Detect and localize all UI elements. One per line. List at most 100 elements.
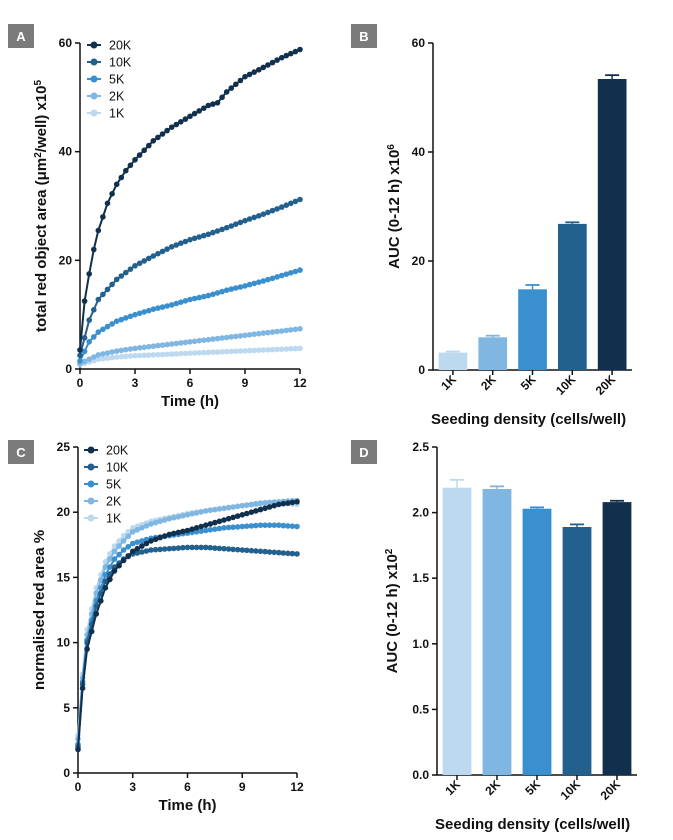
data-point-2K <box>161 517 168 523</box>
y-tick-label-D: 1.0 <box>412 637 429 651</box>
data-point-2K <box>118 347 125 354</box>
data-point-5K <box>242 283 248 289</box>
data-point-2K <box>210 336 216 342</box>
data-point-2K <box>143 523 150 529</box>
data-point-20K <box>242 73 248 80</box>
data-point-20K <box>205 102 212 109</box>
data-point-20K <box>214 100 221 106</box>
data-point-1K <box>159 351 166 358</box>
data-point-20K <box>266 504 273 510</box>
data-point-20K <box>274 57 280 63</box>
data-point-10K <box>168 244 175 250</box>
data-point-10K <box>207 544 214 551</box>
data-point-10K <box>228 223 235 229</box>
data-point-20K <box>246 71 253 78</box>
data-point-5K <box>107 564 113 570</box>
data-point-20K <box>253 508 259 514</box>
data-point-1K <box>255 347 262 354</box>
data-point-2K <box>171 514 177 521</box>
data-point-2K <box>297 326 303 332</box>
data-point-1K <box>150 352 157 358</box>
data-point-5K <box>155 305 161 311</box>
data-point-1K <box>223 348 230 355</box>
data-point-10K <box>274 206 280 212</box>
data-point-2K <box>187 339 193 345</box>
data-point-10K <box>233 221 239 227</box>
data-point-2K <box>125 533 131 540</box>
data-point-10K <box>266 549 273 555</box>
data-point-2K <box>166 515 173 522</box>
data-point-10K <box>230 546 236 553</box>
legend-marker-5K <box>87 480 95 488</box>
data-point-10K <box>127 266 134 273</box>
data-point-10K <box>173 242 180 248</box>
data-point-20K <box>230 514 236 521</box>
data-point-2K <box>248 501 255 508</box>
data-point-20K <box>136 152 143 158</box>
data-point-20K <box>191 110 198 117</box>
data-point-5K <box>237 284 244 290</box>
data-point-5K <box>100 326 106 333</box>
data-point-10K <box>237 219 244 226</box>
data-point-20K <box>198 523 204 530</box>
data-point-10K <box>180 544 186 551</box>
data-point-20K <box>75 746 81 753</box>
data-point-20K <box>155 134 161 141</box>
data-point-10K <box>189 544 195 551</box>
data-point-5K <box>139 538 145 544</box>
data-point-2K <box>225 504 232 511</box>
data-point-20K <box>288 50 294 57</box>
y-tick-label-B: 0 <box>418 363 425 377</box>
data-point-2K <box>230 504 236 510</box>
data-point-10K <box>257 548 264 555</box>
data-point-1K <box>242 348 248 354</box>
data-point-10K <box>157 546 163 553</box>
y-tick-label-A: 0 <box>65 362 72 376</box>
y-tick-label-C: 0 <box>63 766 70 780</box>
data-point-10K <box>223 224 230 231</box>
x-tick-label-A: 6 <box>187 376 194 390</box>
data-point-5K <box>91 334 97 340</box>
data-point-10K <box>239 547 246 553</box>
data-point-5K <box>125 544 131 550</box>
data-point-5K <box>205 292 212 299</box>
data-point-1K <box>233 348 239 355</box>
data-point-10K <box>155 250 161 257</box>
data-point-2K <box>260 330 267 336</box>
data-point-10K <box>265 209 271 216</box>
data-point-20K <box>257 506 264 513</box>
data-point-2K <box>212 506 218 513</box>
data-point-5K <box>266 522 273 528</box>
data-point-5K <box>216 525 223 532</box>
x-tick-label-C: 12 <box>290 780 304 794</box>
data-point-20K <box>239 512 246 518</box>
data-point-20K <box>104 200 111 207</box>
data-point-10K <box>152 546 159 553</box>
data-point-5K <box>297 267 303 273</box>
data-point-2K <box>157 518 163 525</box>
data-point-2K <box>198 509 204 515</box>
y-axis-label-A: total red object area (μm2/well) x105 <box>33 80 51 333</box>
data-point-5K <box>228 286 235 292</box>
data-point-20K <box>130 548 136 555</box>
x-axis-label-C: Time (h) <box>158 797 216 814</box>
data-point-2K <box>237 333 244 339</box>
data-point-1K <box>125 529 131 535</box>
data-point-20K <box>207 521 214 527</box>
data-point-20K <box>166 531 173 538</box>
legend-marker-1K <box>87 514 95 522</box>
data-point-5K <box>289 523 296 529</box>
data-point-20K <box>175 529 182 536</box>
data-point-2K <box>205 336 212 343</box>
data-point-10K <box>104 286 111 293</box>
data-point-1K <box>210 349 216 356</box>
data-point-20K <box>228 85 235 91</box>
data-point-2K <box>278 328 285 334</box>
data-point-20K <box>265 62 271 68</box>
data-point-5K <box>269 275 276 282</box>
bar-2K <box>482 489 512 775</box>
data-point-10K <box>164 246 170 252</box>
data-point-5K <box>150 306 157 313</box>
data-point-20K <box>189 526 195 532</box>
data-point-2K <box>134 527 141 533</box>
